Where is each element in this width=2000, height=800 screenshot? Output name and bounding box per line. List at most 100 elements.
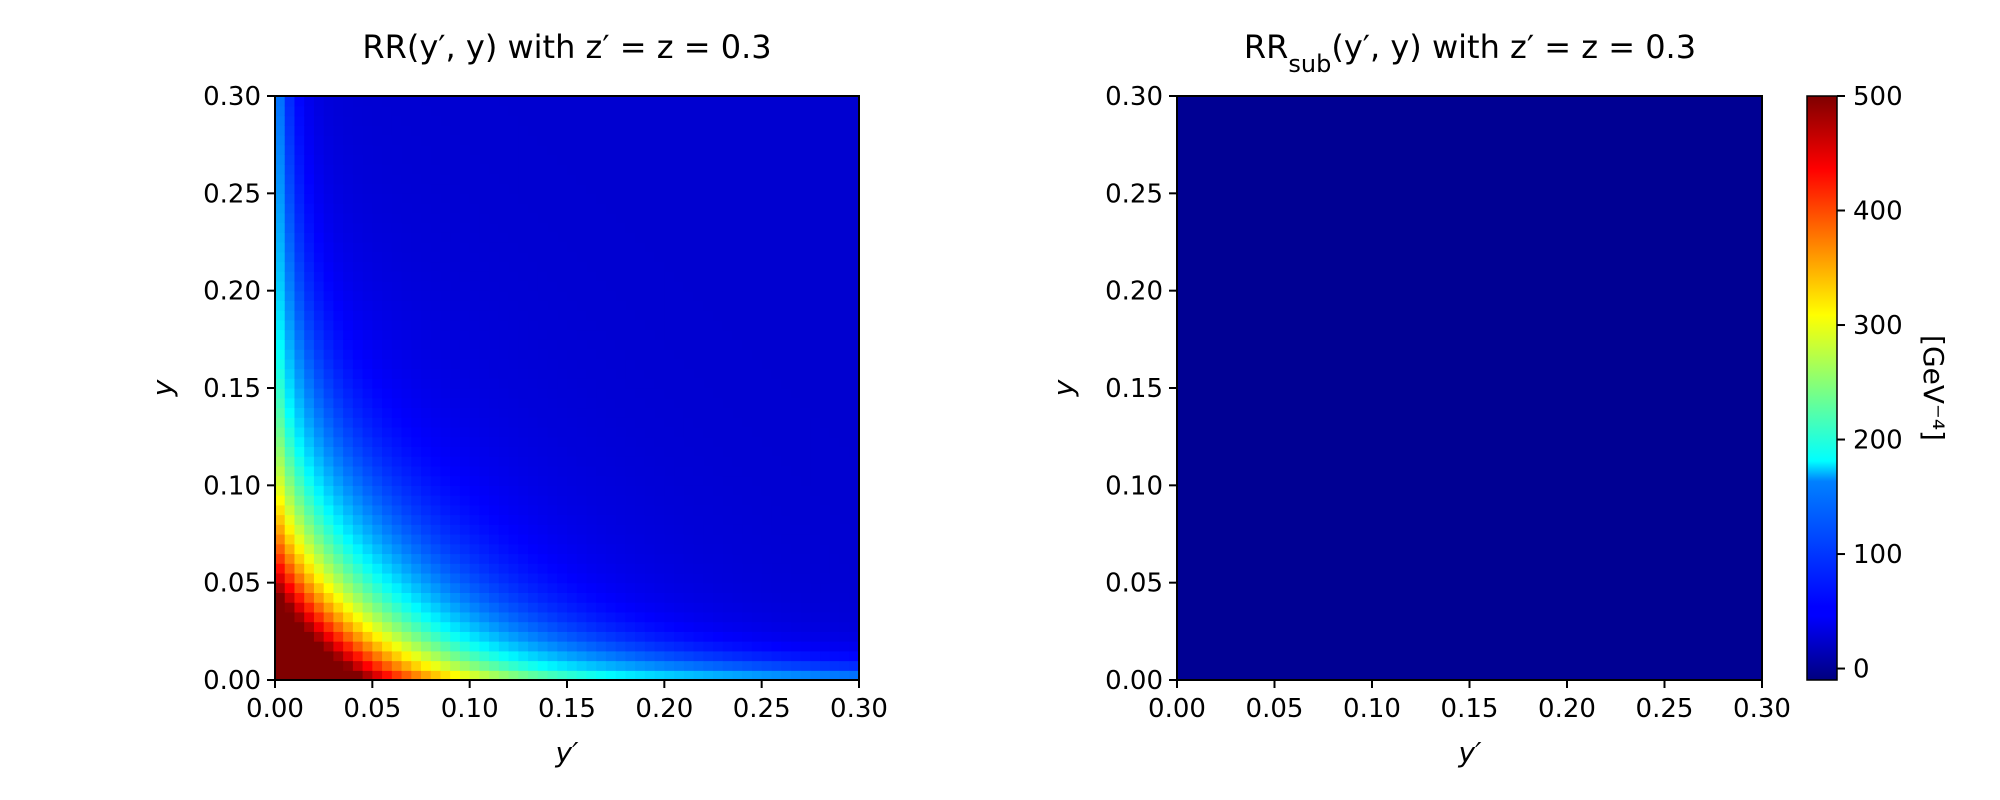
heatmap-cell	[313, 183, 325, 194]
heatmap-cell	[537, 329, 549, 340]
heatmap-cell	[294, 485, 305, 496]
heatmap-cell	[498, 621, 510, 632]
heatmap-cell	[479, 339, 490, 350]
heatmap-cell	[537, 193, 549, 204]
heatmap-cell	[567, 310, 578, 321]
heatmap-cell	[849, 660, 860, 671]
heatmap-cell	[313, 650, 325, 662]
heatmap-cell	[567, 475, 578, 486]
heatmap-cell	[761, 368, 772, 379]
heatmap-cell	[703, 602, 714, 613]
heatmap-cell	[489, 251, 500, 263]
heatmap-cell	[693, 582, 704, 593]
heatmap-cell	[498, 641, 510, 652]
heatmap-cell	[508, 125, 519, 136]
heatmap-cell	[674, 495, 685, 506]
heatmap-cell	[751, 368, 763, 379]
heatmap-cell	[596, 319, 607, 331]
heatmap-cell	[732, 602, 743, 613]
heatmap-cell	[576, 251, 588, 263]
heatmap-cell	[771, 154, 782, 165]
heatmap-cell	[294, 388, 305, 399]
heatmap-cell	[518, 105, 529, 117]
heatmap-cell	[615, 358, 626, 370]
heatmap-cell	[440, 358, 451, 370]
heatmap-cell	[790, 310, 802, 321]
heatmap-cell	[790, 105, 802, 117]
heatmap-cell	[372, 222, 383, 233]
heatmap-cell	[567, 534, 578, 545]
heatmap-cell	[683, 417, 695, 428]
heatmap-cell	[528, 251, 539, 263]
heatmap-cell	[333, 397, 344, 409]
heatmap-cell	[391, 465, 403, 477]
heatmap-cell	[362, 407, 373, 418]
heatmap-cell	[372, 582, 383, 593]
heatmap-cell	[382, 319, 393, 331]
heatmap-cell	[674, 504, 685, 516]
heatmap-cell	[294, 534, 305, 545]
heatmap-cell	[849, 134, 860, 146]
heatmap-cell	[498, 426, 510, 438]
heatmap-cell	[703, 465, 714, 477]
heatmap-cell	[294, 572, 305, 584]
heatmap-cell	[469, 173, 480, 185]
heatmap-cell	[790, 290, 802, 301]
heatmap-cell	[781, 232, 792, 243]
heatmap-cell	[411, 115, 422, 126]
heatmap-cell	[518, 222, 529, 233]
heatmap-cell	[459, 203, 471, 214]
heatmap-cell	[401, 212, 412, 224]
heatmap-cell	[537, 572, 549, 584]
heatmap-cell	[732, 650, 743, 662]
heatmap-cell	[518, 582, 529, 593]
heatmap-cell	[498, 134, 510, 146]
heatmap-cell	[703, 417, 714, 428]
heatmap-cell	[313, 232, 325, 243]
heatmap-cell	[450, 164, 461, 175]
heatmap-cell	[304, 641, 315, 652]
heatmap-cell	[781, 349, 792, 360]
heatmap-cell	[781, 261, 792, 272]
heatmap-cell	[761, 319, 772, 331]
heatmap-cell	[411, 319, 422, 331]
heatmap-cell	[810, 232, 821, 243]
heatmap-cell	[518, 631, 529, 642]
heatmap-cell	[820, 592, 831, 603]
heatmap-cell	[596, 417, 607, 428]
heatmap-cell	[771, 670, 782, 681]
heatmap-cell	[294, 368, 305, 379]
heatmap-cell	[372, 485, 383, 496]
heatmap-cell	[323, 271, 334, 282]
heatmap-cell	[547, 144, 558, 155]
heatmap-cell	[537, 154, 549, 165]
heatmap-cell	[518, 349, 529, 360]
heatmap-cell	[547, 631, 558, 642]
heatmap-cell	[790, 407, 802, 418]
heatmap-cell	[528, 621, 539, 632]
heatmap-cell	[781, 504, 792, 516]
heatmap-cell	[771, 543, 782, 555]
heatmap-cell	[713, 232, 724, 243]
heatmap-cell	[576, 524, 588, 535]
heatmap-cell	[304, 378, 315, 389]
heatmap-cell	[323, 261, 334, 272]
heatmap-cell	[489, 212, 500, 224]
heatmap-cell	[703, 251, 714, 263]
heatmap-cell	[362, 660, 373, 671]
heatmap-cell	[703, 621, 714, 632]
heatmap-cell	[372, 242, 383, 253]
x-tick-label: 0.00	[1148, 694, 1206, 724]
heatmap-cell	[576, 319, 588, 331]
heatmap-cell	[333, 105, 344, 117]
heatmap-cell	[732, 670, 743, 681]
heatmap-cell	[693, 495, 704, 506]
heatmap-cell	[722, 242, 734, 253]
heatmap-cell	[294, 602, 305, 613]
heatmap-cell	[333, 456, 344, 467]
heatmap-cell	[372, 378, 383, 389]
heatmap-cell	[411, 621, 422, 632]
heatmap-cell	[742, 670, 753, 681]
heatmap-cell	[596, 300, 607, 311]
heatmap-cell	[644, 242, 656, 253]
